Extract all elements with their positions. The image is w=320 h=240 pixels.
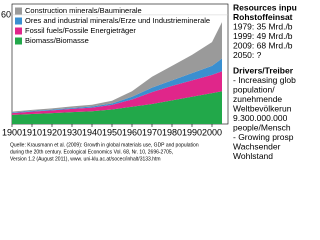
x-tick-label: 1960 (122, 127, 142, 137)
panel-highlight: 9.300.000.000 (233, 113, 288, 123)
panel-fact: 1979: 35 Mrd./b (233, 21, 293, 31)
panel-driver: - Increasing glob (233, 75, 296, 85)
x-tick-label: 1940 (82, 127, 102, 137)
source-note: Version 1.2 (August 2011), www. uni-klu.… (10, 156, 161, 162)
area (12, 22, 222, 113)
x-tick-label: 1920 (42, 127, 62, 137)
panel-fact: 1999: 49 Mrd./b (233, 31, 293, 41)
panel-highlight: people/Mensch (233, 122, 291, 132)
x-tick-label: 1900 (2, 127, 22, 137)
area (12, 71, 222, 115)
x-tick-label: 1970 (142, 127, 162, 137)
legend-swatch (15, 37, 22, 45)
panel-driver: Wohlstand (233, 151, 273, 161)
panel-driver: Wachsender (233, 141, 281, 151)
legend-label: Ores and industrial minerals/Erze und In… (25, 16, 210, 25)
legend-label: Fossil fuels/Fossile Energieträger (25, 26, 136, 35)
x-tick-label: 1990 (182, 127, 202, 137)
legend-label: Biomass/Biomasse (25, 36, 89, 45)
y-tick-label: 60 (1, 9, 11, 19)
x-tick-label: 1980 (162, 127, 182, 137)
legend-label: Construction minerals/Bauminerale (25, 6, 142, 15)
area (12, 58, 222, 114)
legend-swatch (15, 27, 22, 35)
panel-heading: Drivers/Treiber (233, 65, 294, 75)
panel-outlook: 2050: ? (233, 50, 262, 60)
source-note: during the 20th century. Ecological Econ… (10, 149, 173, 155)
x-tick-label: 1910 (22, 127, 42, 137)
panel-driver: - Growing prosp (233, 132, 294, 142)
legend-swatch (15, 17, 22, 25)
source-note: Quelle: Krausmann et al. (2009): Growth … (10, 142, 199, 148)
x-tick-label: 1950 (102, 127, 122, 137)
panel-driver: zunehmende (233, 94, 282, 104)
panel-heading: Resources inpu (233, 2, 297, 12)
legend-swatch (15, 7, 22, 15)
panel-driver: population/ (233, 84, 275, 94)
x-tick-label: 2000 (202, 127, 222, 137)
panel-heading: Rohstoffeinsat (233, 12, 293, 22)
panel-fact: 2009: 68 Mrd./b (233, 40, 293, 50)
x-tick-label: 1930 (62, 127, 82, 137)
panel-driver: Weltbevölkerun (233, 103, 292, 113)
area (12, 91, 222, 124)
